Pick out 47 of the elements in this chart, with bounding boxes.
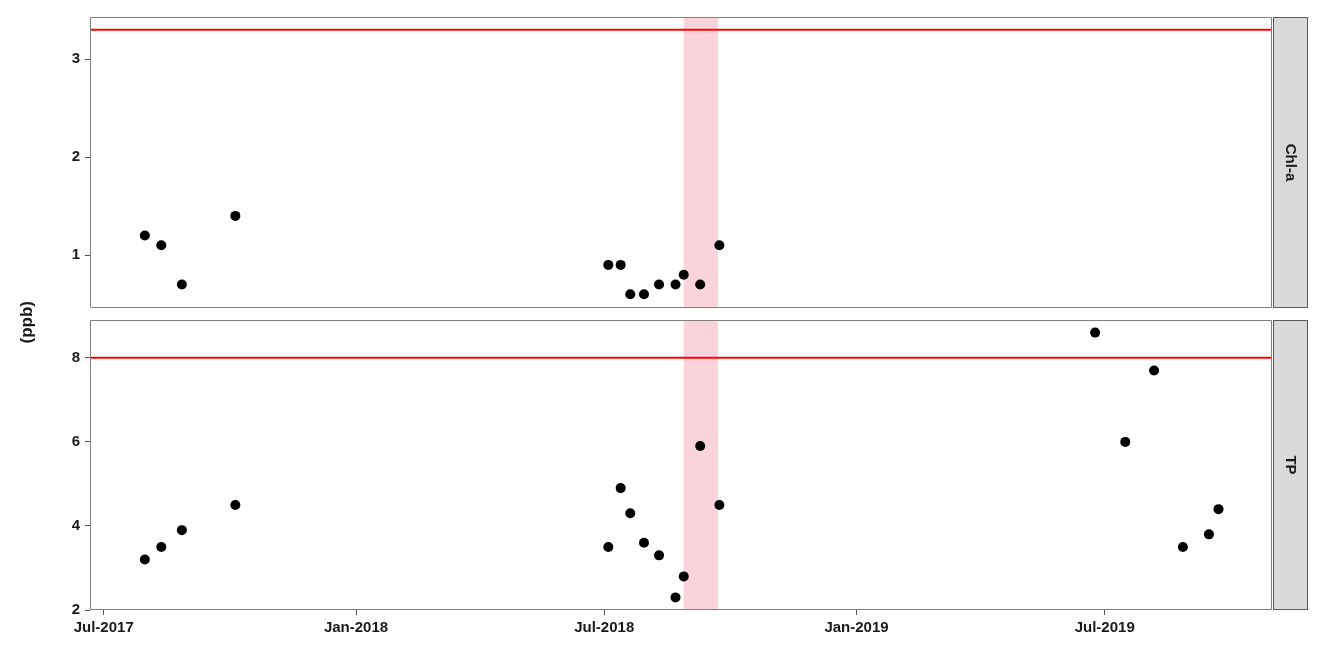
point xyxy=(176,525,187,536)
point xyxy=(1203,529,1214,540)
point xyxy=(678,269,689,280)
point xyxy=(638,289,649,300)
y-tick-label: 6 xyxy=(71,432,80,450)
point xyxy=(615,483,626,494)
point xyxy=(1213,504,1224,515)
point xyxy=(1149,365,1160,376)
point xyxy=(1120,436,1131,447)
y-tick-label: 3 xyxy=(71,49,80,67)
y-tick-label: 1 xyxy=(71,245,80,263)
point xyxy=(139,554,150,565)
point xyxy=(603,259,614,270)
point xyxy=(625,508,636,519)
x-tick-label: Jan-2018 xyxy=(323,618,389,636)
point xyxy=(139,230,150,241)
point xyxy=(156,240,167,251)
point xyxy=(625,289,636,300)
point xyxy=(615,259,626,270)
point xyxy=(603,541,614,552)
point xyxy=(678,571,689,582)
point xyxy=(654,279,665,290)
point xyxy=(670,279,681,290)
x-tick-label: Jan-2019 xyxy=(824,618,889,636)
point xyxy=(714,240,725,251)
point xyxy=(714,499,725,510)
x-tick-label: Jul-2017 xyxy=(73,618,134,636)
y-tick-label: 2 xyxy=(71,600,80,618)
point xyxy=(695,279,706,290)
x-tick-label: Jul-2018 xyxy=(574,618,635,636)
x-tick-label: Jul-2019 xyxy=(1074,618,1135,636)
point xyxy=(230,499,241,510)
y-tick-label: 8 xyxy=(71,347,80,365)
y2-axis-title: TP xyxy=(1282,455,1300,475)
point xyxy=(1090,327,1101,338)
point xyxy=(695,441,706,452)
y-tick-label: 2 xyxy=(71,147,80,165)
point xyxy=(176,279,187,290)
point xyxy=(638,537,649,548)
point xyxy=(1177,541,1188,552)
point xyxy=(670,592,681,603)
y-tick-label: 4 xyxy=(71,516,81,534)
y2-axis-title: Chl-a xyxy=(1282,143,1300,182)
point xyxy=(654,550,665,561)
point xyxy=(230,210,241,221)
point xyxy=(156,541,167,552)
y-axis-title: (ppb) xyxy=(16,300,36,344)
